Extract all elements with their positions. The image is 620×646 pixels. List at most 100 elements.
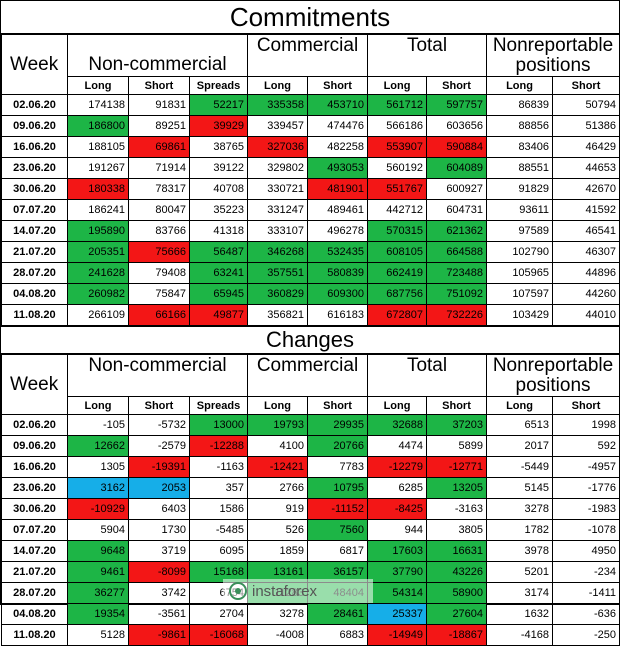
commercial-header: Commercial — [246, 34, 369, 77]
value-cell: 442712 — [367, 199, 428, 221]
value-cell: -12771 — [426, 456, 488, 478]
value-cell: 180338 — [67, 178, 129, 200]
value-cell: -4168 — [486, 624, 554, 646]
value-cell: 732226 — [426, 304, 488, 326]
value-cell: 566186 — [367, 115, 428, 137]
value-cell: 723488 — [426, 262, 488, 284]
changes-total-header: Total — [367, 354, 488, 397]
value-cell: -3561 — [128, 603, 190, 625]
week-cell: 07.07.20 — [1, 199, 68, 221]
value-cell: 39929 — [189, 115, 248, 137]
value-cell: 604089 — [426, 157, 488, 179]
value-cell: 489461 — [306, 199, 369, 221]
week-cell: 11.08.20 — [1, 304, 68, 326]
week-cell: 04.08.20 — [1, 603, 68, 625]
value-cell: 44260 — [552, 283, 620, 305]
value-cell: 19793 — [247, 414, 308, 436]
value-cell: 603656 — [426, 115, 488, 137]
value-cell: 330721 — [247, 178, 308, 200]
value-cell: 616183 — [306, 304, 369, 326]
changes-subheader: Short — [552, 396, 620, 415]
value-cell: 40708 — [189, 178, 248, 200]
value-cell: -10929 — [67, 498, 129, 520]
value-cell: -1776 — [552, 477, 620, 499]
week-cell: 21.07.20 — [1, 561, 68, 583]
commitments-subheader: Short — [128, 76, 190, 95]
value-cell: 102790 — [486, 241, 554, 263]
week-header: Week — [1, 34, 68, 95]
value-cell: 107597 — [486, 283, 554, 305]
value-cell: 580839 — [306, 262, 369, 284]
value-cell: 664588 — [426, 241, 488, 263]
value-cell: 346268 — [247, 241, 308, 263]
value-cell: 609300 — [306, 283, 369, 305]
value-cell: 75666 — [128, 241, 190, 263]
value-cell: 7783 — [306, 456, 369, 478]
table-row: 16.06.20 188105 69861 38765 327036 482258 5539… — [1, 136, 620, 158]
total-header: Total — [367, 34, 488, 77]
value-cell: 19354 — [67, 603, 129, 625]
value-cell: 93611 — [486, 199, 554, 221]
instaforex-logo-icon — [229, 582, 247, 600]
value-cell: 38765 — [189, 136, 248, 158]
value-cell: 1782 — [486, 519, 554, 541]
table-row: 14.07.20 195890 83766 41318 333107 496278 5703… — [1, 220, 620, 242]
value-cell: 481901 — [306, 178, 369, 200]
value-cell: -8425 — [367, 498, 428, 520]
value-cell: 6817 — [306, 540, 369, 562]
changes-subheader: Long — [247, 396, 308, 415]
value-cell: 56487 — [189, 241, 248, 263]
value-cell: 6285 — [367, 477, 428, 499]
table-row: 07.07.20 186241 80047 35223 331247 489461 4427… — [1, 199, 620, 221]
table-row: 30.06.20 180338 78317 40708 330721 481901 5517… — [1, 178, 620, 200]
week-cell: 04.08.20 — [1, 283, 68, 305]
value-cell: 13205 — [426, 477, 488, 499]
value-cell: 83406 — [486, 136, 554, 158]
value-cell: 44653 — [552, 157, 620, 179]
commitments-subheader: Long — [486, 76, 554, 95]
value-cell: 360829 — [247, 283, 308, 305]
value-cell: 29935 — [306, 414, 369, 436]
value-cell: 260982 — [67, 283, 129, 305]
value-cell: 9461 — [67, 561, 129, 583]
value-cell: 39122 — [189, 157, 248, 179]
changes-subheader: Short — [306, 396, 369, 415]
table-row: 02.06.20 -105 -5732 13000 19793 29935 32688 372… — [1, 414, 620, 436]
commitments-subheader: Short — [426, 76, 488, 95]
week-cell: 14.07.20 — [1, 540, 68, 562]
value-cell: 191267 — [67, 157, 129, 179]
value-cell: 195890 — [67, 220, 129, 242]
week-cell: 09.06.20 — [1, 435, 68, 457]
value-cell: -636 — [552, 603, 620, 625]
value-cell: 357 — [189, 477, 248, 499]
value-cell: 526 — [247, 519, 308, 541]
value-cell: 600927 — [426, 178, 488, 200]
value-cell: 4474 — [367, 435, 428, 457]
week-cell: 28.07.20 — [1, 582, 68, 604]
changes-nonreportable-header: Nonreportable positions — [486, 354, 620, 397]
value-cell: 46307 — [552, 241, 620, 263]
watermark-text: instaforex — [252, 582, 318, 600]
changes-subheader: Short — [426, 396, 488, 415]
value-cell: 63241 — [189, 262, 248, 284]
value-cell: 662419 — [367, 262, 428, 284]
table-row: 09.06.20 12662 -2579 -12288 4100 20766 4474 589… — [1, 435, 620, 457]
week-cell: 30.06.20 — [1, 178, 68, 200]
commitments-title: Commitments — [1, 1, 619, 34]
value-cell: 66166 — [128, 304, 190, 326]
value-cell: 71914 — [128, 157, 190, 179]
value-cell: 37203 — [426, 414, 488, 436]
value-cell: 5904 — [67, 519, 129, 541]
value-cell: 13000 — [189, 414, 248, 436]
week-cell: 16.06.20 — [1, 456, 68, 478]
value-cell: 1305 — [67, 456, 129, 478]
commitments-subheader: Long — [367, 76, 428, 95]
value-cell: -9861 — [128, 624, 190, 646]
value-cell: 6095 — [189, 540, 248, 562]
week-cell: 09.06.20 — [1, 115, 68, 137]
value-cell: 4100 — [247, 435, 308, 457]
value-cell: 28461 — [306, 603, 369, 625]
value-cell: 89251 — [128, 115, 190, 137]
changes-subheader: Short — [128, 396, 190, 415]
